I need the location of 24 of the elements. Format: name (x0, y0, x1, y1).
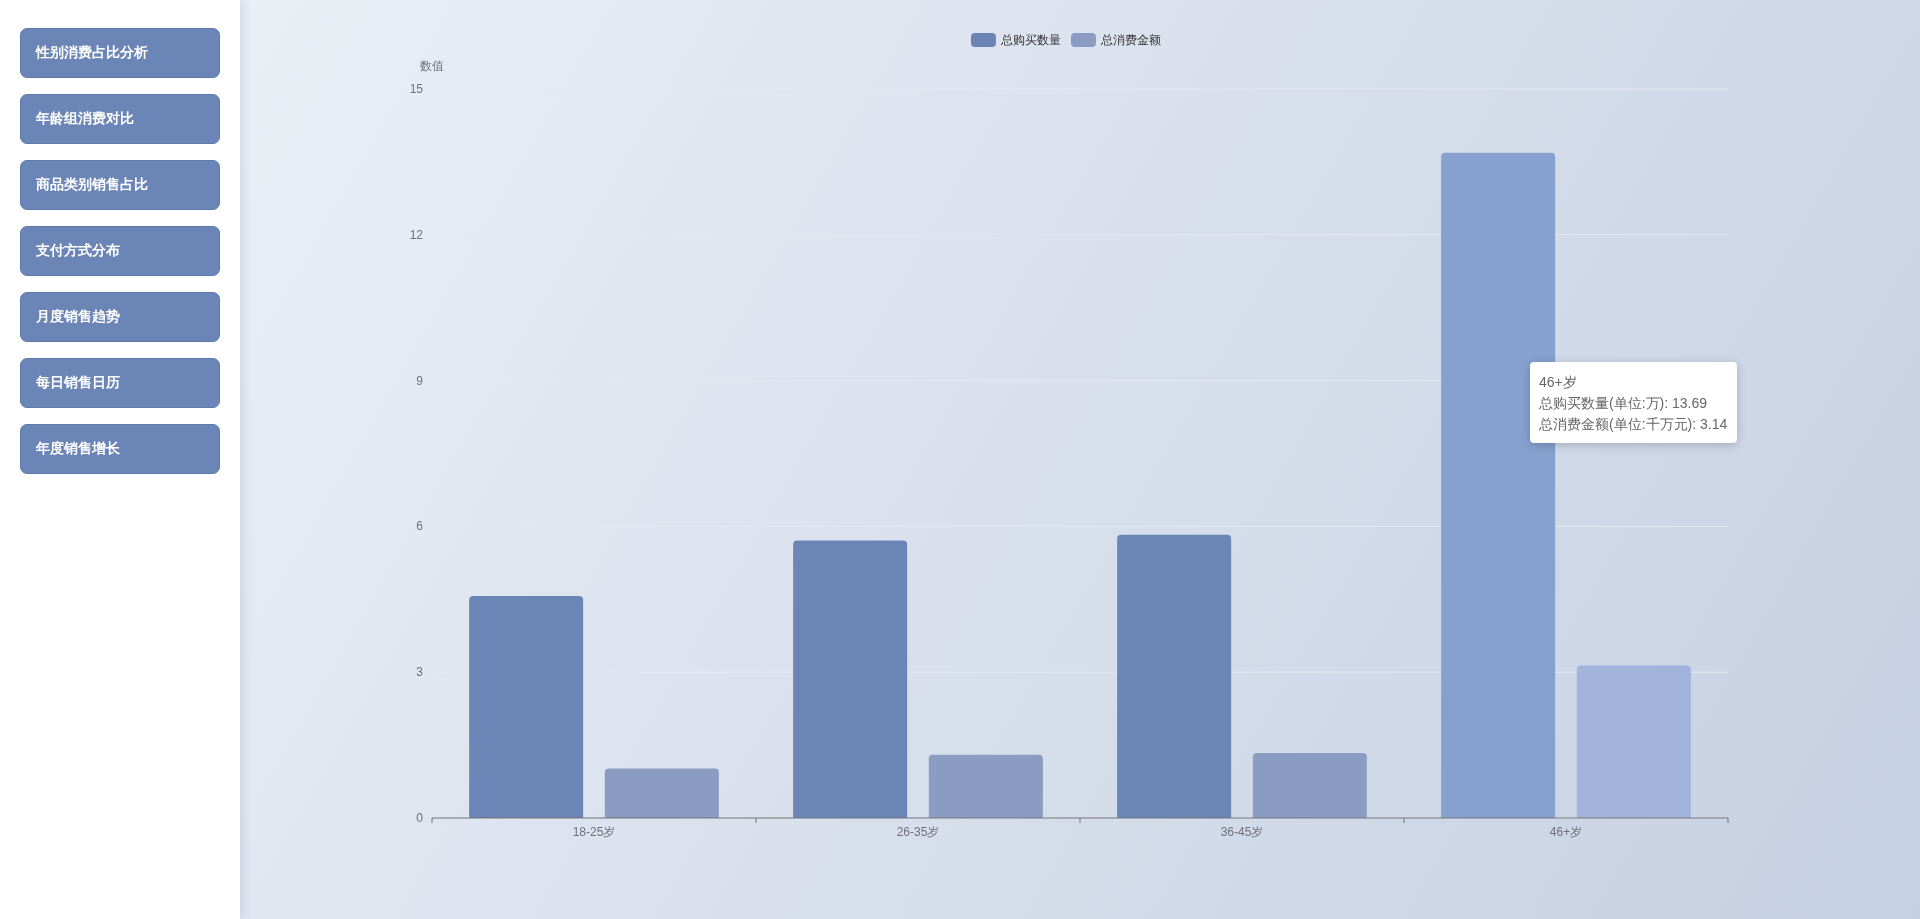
x-tick-label: 26-35岁 (896, 825, 940, 839)
annotation: 总购买数量(单位:万): 13.69 (1539, 394, 1709, 413)
annotation: 46+岁 (1539, 373, 1578, 392)
y-tick-label: 9 (416, 373, 424, 388)
y-tick-label: 0 (416, 811, 424, 825)
tooltip: 46+岁 总购买数量(单位:万): 13.69 总消费金额(单位:千万元): 3.14 (1530, 362, 1738, 443)
nav-button: 性别消费占比分析 (20, 28, 220, 78)
x-tick-label: 36-45岁 (1220, 825, 1264, 839)
nav-button: 支付方式分布 (20, 226, 220, 276)
y-tick-label: 6 (416, 519, 424, 534)
x-tick-label: 46+岁 (1549, 825, 1583, 839)
y-axis-title: 数值 (420, 59, 444, 73)
legend-label: 总消费金额 (1100, 33, 1161, 47)
legend-label: 总购买数量 (1000, 33, 1061, 47)
nav-button: 月度销售趋势 (20, 292, 220, 342)
y-tick-label: 15 (409, 82, 424, 96)
nav-button: 每日销售日历 (20, 358, 220, 408)
y-tick-label: 3 (416, 665, 424, 680)
nav-button: 年度销售增长 (20, 424, 220, 474)
y-tick-label: 12 (409, 227, 424, 242)
annotation: 总消费金额(单位:千万元): 3.14 (1539, 415, 1728, 434)
x-tick-label: 18-25岁 (572, 825, 616, 839)
nav-button: 商品类别销售占比 (20, 160, 220, 210)
nav-button: 年龄组消费对比 (20, 94, 220, 144)
